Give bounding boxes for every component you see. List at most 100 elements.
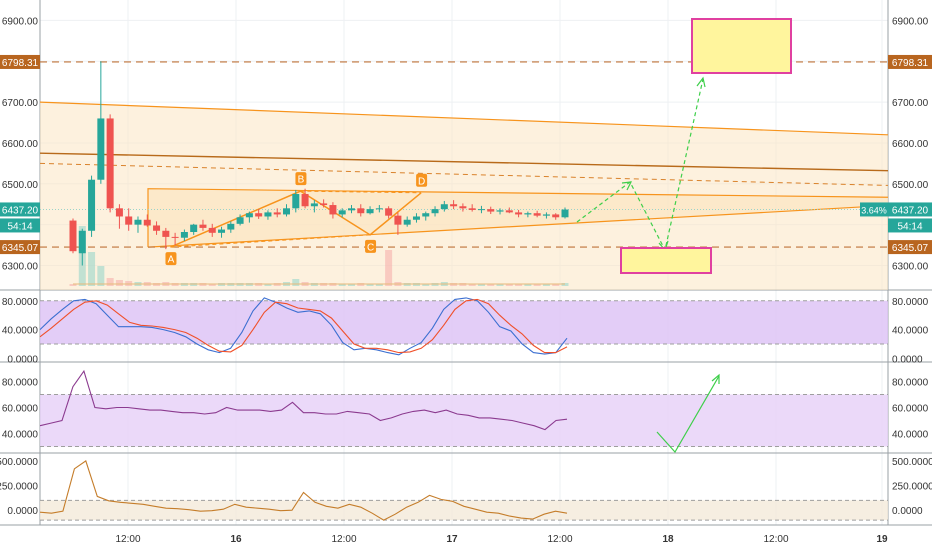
- volume-bar: [487, 284, 495, 286]
- right-price-badge-text: 6798.31: [892, 58, 929, 69]
- left-price-tick: 6700.00: [2, 98, 39, 109]
- candle-body: [542, 214, 550, 216]
- candle-body: [515, 212, 523, 215]
- indicator-left-tick: 60.0000: [2, 404, 39, 415]
- volume-bar: [477, 284, 485, 286]
- candle-body: [153, 225, 161, 231]
- candle-body: [459, 206, 467, 209]
- right-price-badge: [888, 240, 932, 255]
- candle-body: [422, 213, 430, 217]
- candle-body: [394, 215, 402, 225]
- time-tick-label: 12:00: [115, 534, 140, 545]
- right-price-badge-text: 6437.20: [892, 205, 929, 216]
- candle-body: [292, 194, 300, 209]
- pattern-point-label-b: B: [298, 175, 305, 186]
- candle-body: [487, 209, 495, 212]
- left-price-badge: [0, 240, 40, 255]
- pattern-point-marker: [165, 252, 177, 266]
- candle-body: [477, 209, 485, 211]
- left-price-badge: [0, 202, 40, 217]
- volume-bar: [292, 279, 300, 286]
- candle-body: [505, 210, 513, 213]
- candle-body: [412, 216, 420, 220]
- candle-body: [375, 208, 383, 210]
- time-tick-label: 12:00: [331, 534, 356, 545]
- time-tick-label: 17: [446, 534, 458, 545]
- time-tick-label: 18: [662, 534, 674, 545]
- indicator-right-tick: 250.0000: [892, 482, 932, 493]
- candle-body: [171, 236, 179, 238]
- candle-body: [106, 118, 114, 209]
- candle-body: [69, 220, 77, 252]
- candle-body: [524, 213, 532, 215]
- candle-body: [273, 212, 281, 215]
- left-price-badge-text: 6437.20: [2, 205, 39, 216]
- candle-body: [283, 208, 291, 215]
- upside-target-box: [691, 18, 792, 74]
- wedge-upper: [147, 188, 889, 248]
- indicator-right-tick: 0.0000: [892, 506, 923, 517]
- candle-body: [236, 217, 244, 224]
- candle-body: [533, 213, 541, 216]
- indicator-left-tick: 40.0000: [2, 326, 39, 337]
- left-price-tick: 6500.00: [2, 180, 39, 191]
- candle-body: [88, 179, 96, 231]
- indicator-left-tick: 80.0000: [2, 297, 39, 308]
- candle-body: [97, 118, 105, 180]
- abcd-ac-line: [170, 234, 371, 248]
- pattern-point-label-a: A: [168, 255, 175, 266]
- volume-bar: [552, 284, 560, 286]
- candle-body: [561, 209, 569, 218]
- abcd-bd-line: [300, 190, 422, 194]
- left-price-badge: [0, 54, 40, 69]
- volume-bar: [422, 284, 430, 286]
- left-price-tick: 6900.00: [2, 16, 39, 27]
- candle-body: [431, 209, 439, 214]
- left-countdown-text: 54:14: [7, 221, 32, 232]
- price-axes: 6900.006900.006800.006800.006700.006700.…: [0, 16, 932, 545]
- upper-trendline: [39, 101, 889, 136]
- volume-bar: [385, 250, 393, 286]
- volume-bar: [88, 252, 96, 286]
- candle-body: [338, 210, 346, 215]
- candle-body: [115, 208, 123, 217]
- left-price-tick: 6300.00: [2, 261, 39, 272]
- time-tick-label: 12:00: [547, 534, 572, 545]
- volume-bar: [533, 284, 541, 286]
- left-price-badge-text: 6798.31: [2, 58, 39, 69]
- pattern-point-marker: [365, 239, 377, 253]
- volume-bar: [338, 284, 346, 286]
- pattern-point-marker: [295, 172, 307, 186]
- volume-bar: [115, 280, 123, 286]
- left-price-tick: 6600.00: [2, 139, 39, 150]
- left-countdown-badge: [0, 218, 40, 233]
- indicator-left-tick: 0.0000: [7, 354, 38, 365]
- change-badge: [860, 202, 888, 217]
- volume-bar: [468, 284, 476, 286]
- indicator-right-tick: 60.0000: [892, 404, 929, 415]
- candle-body: [199, 224, 207, 228]
- pattern-point-label-d: D: [418, 176, 425, 187]
- right-price-tick: 6700.00: [892, 98, 929, 109]
- indicator-right-tick: 500.0000: [892, 457, 932, 468]
- candle-body: [264, 212, 272, 217]
- indicator-right-tick: 0.0000: [892, 354, 923, 365]
- indicator-series-line: [39, 298, 568, 354]
- dashed-midline: [39, 162, 889, 186]
- volume-bar: [524, 284, 532, 286]
- indicator-band: [40, 300, 888, 344]
- right-price-tick: 6500.00: [892, 180, 929, 191]
- indicator-left-tick: 250.0000: [0, 482, 38, 493]
- candle-body: [125, 216, 133, 225]
- volume-bar: [347, 284, 355, 286]
- candle-body: [208, 227, 216, 233]
- right-price-tick: 6600.00: [892, 139, 929, 150]
- candle-body: [255, 213, 263, 217]
- candle-body: [78, 230, 86, 254]
- indicator-band: [40, 500, 888, 521]
- volume-bar: [496, 284, 504, 286]
- indicator-band: [40, 394, 888, 447]
- projection-arrowhead: [621, 181, 633, 191]
